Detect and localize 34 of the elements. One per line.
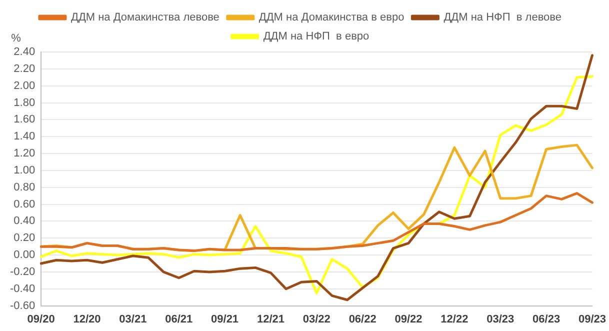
y-tick-label: 1.80	[14, 96, 36, 109]
legend-label: ДДМ на Домакинства в евро	[258, 12, 404, 24]
y-tick-label: 0.40	[14, 215, 36, 228]
x-tick-label: 09/23	[578, 313, 606, 326]
x-tick-label: 06/23	[532, 313, 560, 326]
x-tick-label: 09/22	[394, 313, 422, 326]
y-tick-label: -0.60	[10, 300, 36, 312]
y-tick-label: 1.60	[14, 114, 36, 126]
x-tick-label: 03/22	[302, 313, 330, 326]
y-tick-label: 1.20	[14, 148, 36, 160]
x-tick-label: 12/22	[440, 313, 468, 326]
legend-label: ДДМ на НФП в левове	[444, 12, 562, 24]
y-tick-label: 2.40	[14, 46, 36, 58]
x-tick-label: 09/21	[211, 313, 239, 326]
x-tick-label: 03/21	[119, 313, 147, 326]
y-tick-label: 0.00	[14, 249, 36, 262]
x-tick-label: 06/22	[348, 313, 376, 326]
x-tick-label: 06/21	[165, 313, 193, 326]
y-tick-label: 1.00	[14, 164, 36, 176]
y-tick-label: 0.20	[14, 232, 36, 244]
x-tick-label: 12/20	[73, 313, 101, 326]
x-tick-label: 12/21	[256, 313, 284, 326]
y-tick-label: 0.60	[14, 198, 36, 210]
y-tick-label: 2.00	[14, 80, 36, 92]
y-axis-title: %	[11, 32, 22, 45]
x-tick-label: 09/20	[27, 313, 55, 326]
legend-label: ДДМ на НФП в евро	[263, 30, 370, 43]
y-tick-label: -0.40	[10, 282, 36, 295]
y-tick-label: 1.40	[14, 130, 36, 143]
x-tick-label: 03/23	[486, 313, 514, 326]
y-tick-label: 2.20	[14, 62, 36, 75]
y-tick-label: 0.80	[14, 181, 36, 194]
y-tick-label: -0.20	[10, 266, 36, 278]
legend-label: ДДМ на Домакинства левове	[70, 12, 220, 24]
